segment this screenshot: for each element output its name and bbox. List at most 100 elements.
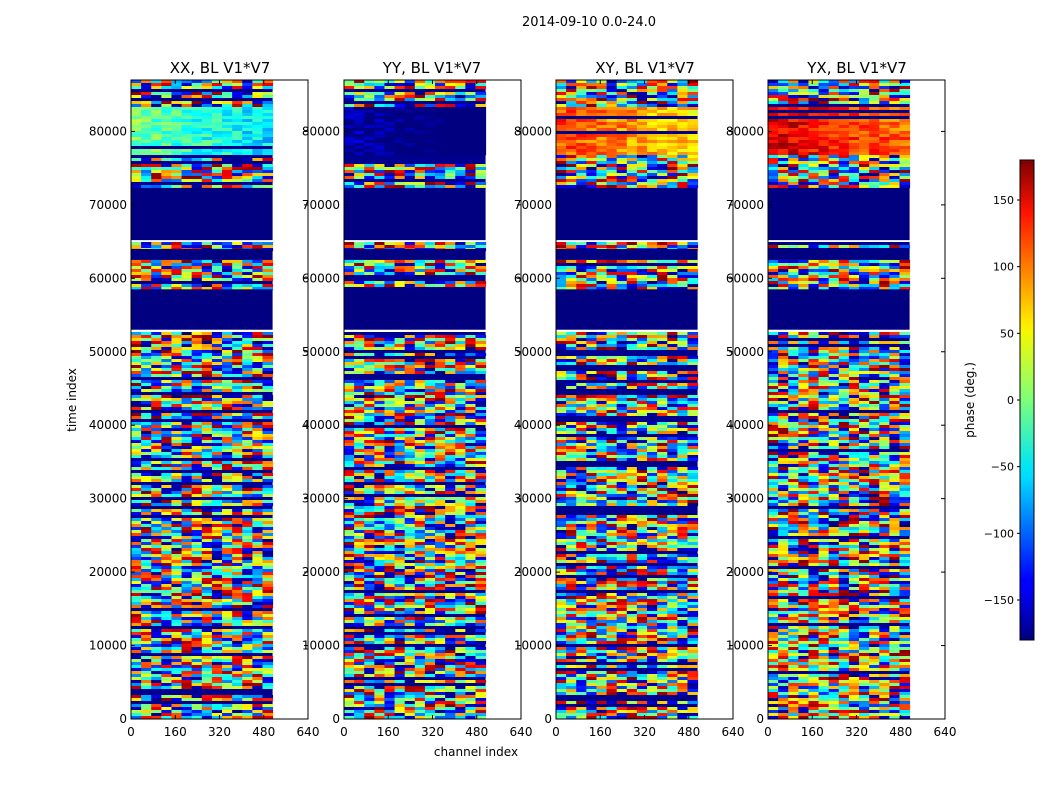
- heat-cell: [576, 95, 587, 98]
- heat-cell: [475, 146, 486, 149]
- heat-cell: [465, 575, 476, 578]
- heat-cell: [242, 452, 253, 455]
- heat-cell: [192, 275, 203, 278]
- heat-cell: [405, 707, 416, 710]
- heat-cell: [475, 551, 486, 554]
- heat-cell: [222, 560, 233, 563]
- heat-cell: [415, 107, 426, 110]
- heat-cell: [395, 407, 406, 410]
- heat-cell: [374, 704, 385, 707]
- heat-cell: [182, 338, 193, 341]
- heat-cell: [141, 362, 152, 365]
- heat-cell: [262, 113, 273, 116]
- heat-cell: [475, 515, 486, 518]
- heat-cell: [435, 83, 446, 86]
- heat-cell: [465, 587, 476, 590]
- heat-cell: [455, 137, 466, 140]
- heat-cell: [435, 95, 446, 98]
- heat-cell: [354, 515, 365, 518]
- heat-cell: [445, 341, 456, 344]
- heat-cell: [374, 596, 385, 599]
- heat-cell: [222, 599, 233, 602]
- heat-cell: [384, 335, 395, 338]
- heat-cell: [435, 485, 446, 488]
- heat-cell: [262, 596, 273, 599]
- heat-cell: [364, 710, 375, 713]
- heat-cell: [445, 263, 456, 266]
- heat-cell: [141, 395, 152, 398]
- heat-cell: [202, 566, 213, 569]
- heat-cell: [182, 434, 193, 437]
- heat-cell: [384, 485, 395, 488]
- heat-cell: [131, 503, 142, 506]
- heat-cell: [384, 392, 395, 395]
- heat-cell: [262, 260, 273, 263]
- heat-cell: [475, 392, 486, 395]
- heat-cell: [455, 473, 466, 476]
- heat-cell: [182, 185, 193, 188]
- heat-cell: [252, 179, 263, 182]
- heat-cell: [192, 359, 203, 362]
- heat-cell: [465, 545, 476, 548]
- heat-cell: [182, 707, 193, 710]
- heat-cell: [252, 338, 263, 341]
- heat-cell: [171, 395, 182, 398]
- heat-cell: [161, 152, 172, 155]
- heat-cell: [212, 674, 223, 677]
- heat-cell: [395, 686, 406, 689]
- heat-cell: [202, 476, 213, 479]
- heat-cell: [222, 635, 233, 638]
- heat-cell: [405, 344, 416, 347]
- heat-row: [344, 683, 486, 686]
- heat-cell: [192, 521, 203, 524]
- heat-cell: [131, 617, 142, 620]
- heat-cell: [202, 173, 213, 176]
- heat-cell: [445, 104, 456, 107]
- heat-cell: [232, 644, 243, 647]
- heat-cell: [576, 92, 587, 95]
- heat-cell: [212, 344, 223, 347]
- heat-cell: [445, 602, 456, 605]
- heat-cell: [151, 263, 162, 266]
- heat-cell: [161, 554, 172, 557]
- heat-cell: [222, 578, 233, 581]
- heat-cell: [445, 245, 456, 248]
- heat-cell: [425, 530, 436, 533]
- heat-cell: [395, 680, 406, 683]
- heat-cell: [667, 122, 678, 125]
- heat-cell: [222, 398, 233, 401]
- heat-cell: [445, 641, 456, 644]
- heat-cell: [445, 698, 456, 701]
- heat-cell: [364, 485, 375, 488]
- heat-cell: [242, 593, 253, 596]
- heat-cell: [182, 356, 193, 359]
- heat-cell: [374, 548, 385, 551]
- heat-cell: [627, 167, 638, 170]
- heat-cell: [222, 617, 233, 620]
- flagged-band: [344, 249, 486, 260]
- heat-cell: [262, 569, 273, 572]
- heat-cell: [232, 557, 243, 560]
- heat-cell: [222, 431, 233, 434]
- heat-cell: [141, 548, 152, 551]
- heat-cell: [171, 269, 182, 272]
- heat-cell: [475, 170, 486, 173]
- heat-cell: [151, 275, 162, 278]
- heat-cell: [445, 389, 456, 392]
- heat-cell: [171, 584, 182, 587]
- heat-cell: [151, 404, 162, 407]
- heat-cell: [354, 98, 365, 101]
- heat-cell: [222, 461, 233, 464]
- heat-cell: [161, 704, 172, 707]
- heat-cell: [131, 560, 142, 563]
- heat-cell: [364, 674, 375, 677]
- heat-cell: [141, 398, 152, 401]
- heat-cell: [405, 638, 416, 641]
- heat-cell: [171, 278, 182, 281]
- heat-cell: [212, 125, 223, 128]
- heat-cell: [395, 422, 406, 425]
- heat-cell: [445, 359, 456, 362]
- heat-cell: [131, 338, 142, 341]
- heat-cell: [171, 185, 182, 188]
- heat-cell: [212, 407, 223, 410]
